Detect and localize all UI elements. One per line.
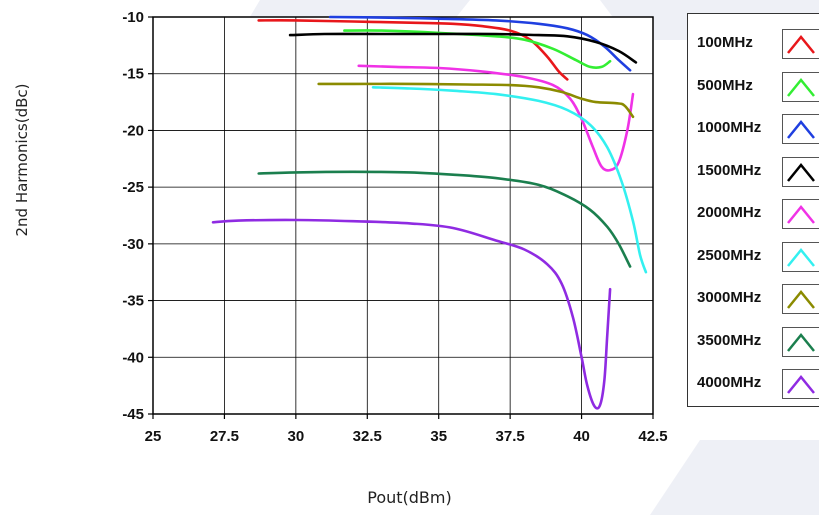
- legend-swatch-icon: [782, 114, 819, 144]
- series-line-100MHz: [257, 19, 569, 81]
- legend-label: 3500MHz: [697, 331, 762, 349]
- y-tick-label: -20: [122, 122, 144, 139]
- legend: 100MHz 500MHz 1000MHz 1500MHz 2000MHz 2500MHz…: [687, 13, 819, 407]
- legend-label: 500MHz: [697, 76, 753, 94]
- series-line-2500MHz: [371, 86, 648, 274]
- x-axis-title: Pout(dBm): [367, 488, 452, 507]
- series-line-500MHz: [343, 29, 612, 69]
- legend-item: 100MHz: [688, 22, 819, 64]
- legend-marker: [787, 35, 815, 54]
- y-tick-label: -45: [122, 406, 144, 423]
- y-tick-label: -35: [122, 293, 144, 310]
- legend-item: 1500MHz: [688, 150, 819, 192]
- x-tick-label: 27.5: [210, 428, 239, 445]
- series-line-1000MHz: [328, 15, 632, 72]
- legend-marker: [787, 247, 815, 267]
- x-tick-label: 30: [288, 428, 305, 445]
- x-tick-label: 32.5: [353, 428, 382, 445]
- x-axis-ticks: 25 27.5 30 32.5 35 37.5 40 42.5: [145, 414, 668, 445]
- y-tick-label: -25: [122, 179, 144, 196]
- legend-swatch-icon: [782, 326, 819, 357]
- legend-label: 100MHz: [697, 34, 753, 51]
- series-line-3500MHz: [257, 170, 632, 268]
- legend-swatch-icon: [782, 284, 819, 314]
- y-tick-label: -30: [122, 236, 144, 253]
- legend-item: 3000MHz: [688, 277, 819, 319]
- plot-area: [152, 16, 654, 415]
- series-line-4000MHz: [211, 218, 612, 410]
- series-line-3000MHz: [317, 82, 635, 119]
- x-tick-label: 42.5: [638, 428, 667, 445]
- legend-swatch-icon: [782, 241, 819, 272]
- legend-label: 2500MHz: [697, 246, 762, 264]
- legend-label: 2000MHz: [697, 204, 762, 221]
- y-axis-title: 2nd Harmonics(dBc): [13, 83, 31, 237]
- series-line-2000MHz: [357, 64, 635, 172]
- legend-swatch-icon: [782, 71, 819, 102]
- x-tick-label: 40: [573, 428, 590, 445]
- legend-label: 1000MHz: [697, 119, 762, 136]
- legend-item: 2000MHz: [688, 192, 819, 234]
- legend-marker: [787, 375, 815, 394]
- legend-item: 2500MHz: [688, 235, 819, 277]
- legend-swatch-icon: [782, 29, 819, 59]
- legend-label: 1500MHz: [697, 161, 762, 179]
- legend-marker: [787, 162, 815, 182]
- legend-label: 4000MHz: [697, 374, 762, 391]
- y-tick-label: -10: [122, 9, 144, 26]
- legend-marker: [787, 205, 815, 224]
- legend-swatch-icon: [782, 199, 819, 229]
- x-tick-label: 37.5: [496, 428, 525, 445]
- legend-item: 1000MHz: [688, 107, 819, 149]
- legend-swatch-icon: [782, 156, 819, 187]
- legend-marker: [787, 290, 815, 309]
- series-lines: [211, 15, 648, 410]
- y-tick-label: -40: [122, 349, 144, 366]
- legend-marker: [787, 120, 815, 139]
- legend-marker: [787, 332, 815, 352]
- legend-swatch-icon: [782, 369, 819, 399]
- legend-label: 3000MHz: [697, 289, 762, 306]
- y-tick-label: -15: [122, 66, 144, 83]
- series-line-1500MHz: [288, 32, 638, 64]
- x-tick-label: 25: [145, 428, 162, 445]
- y-axis-ticks: -10 -15 -20 -25 -30 -35 -40 -45: [122, 9, 153, 423]
- legend-item: 4000MHz: [688, 362, 819, 404]
- legend-marker: [787, 77, 815, 97]
- x-tick-label: 35: [430, 428, 447, 445]
- legend-item: 3500MHz: [688, 320, 819, 362]
- legend-item: 500MHz: [688, 65, 819, 107]
